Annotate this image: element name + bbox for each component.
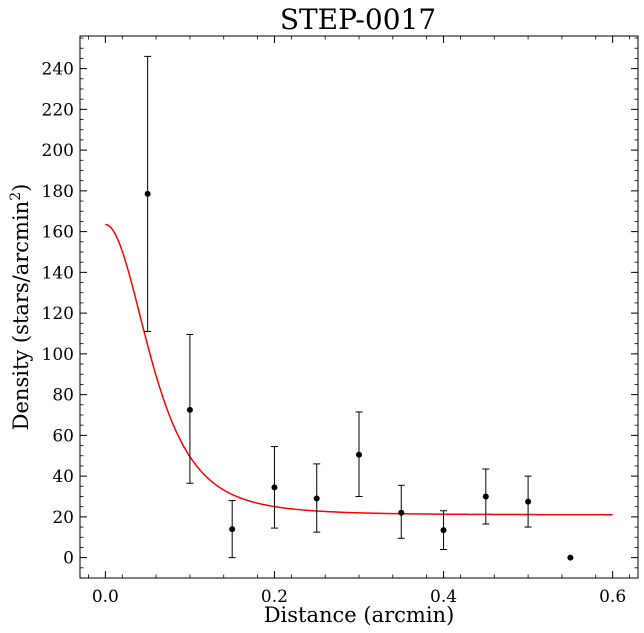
y-tick-label: 180 [42,182,74,202]
data-point [525,498,532,505]
y-tick-label: 200 [42,141,74,161]
x-ticks: 0.0 0.2 0.4 0.6 [88,36,630,607]
y-tick-label: 0 [63,549,74,569]
x-tick-label: 0.2 [261,587,288,607]
data-point [356,451,362,458]
x-tick-label: 0.4 [430,587,457,607]
y-tick-label: 60 [52,426,74,446]
x-axis-label: Distance (arcmin) [264,603,455,627]
y-tick-label: 80 [52,386,74,406]
data-point [398,509,405,516]
data-point [313,495,320,502]
y-axis-label: Density (stars/arcmin2) [8,184,33,431]
y-axis-label-end: ) [9,184,33,192]
point-layer [144,190,574,561]
y-ticks: 0 20 40 60 80 100 120 140 160 180 200 220 240 [42,37,638,569]
data-point [144,190,151,197]
data-point [567,554,574,561]
y-axis-label-superscript: 2 [8,192,24,201]
y-tick-label: 120 [42,304,74,324]
data-point [440,527,447,534]
y-tick-label: 140 [42,263,74,283]
data-point [186,406,193,413]
data-point [229,526,236,533]
errorbar-layer [144,55,532,559]
y-tick-label: 240 [42,60,74,80]
y-axis-label-main: Density (stars/arcmin [9,201,33,431]
chart-title: STEP-0017 [280,3,436,36]
data-point [482,493,489,500]
y-tick-label: 160 [42,223,74,243]
y-tick-label: 20 [52,508,74,528]
y-tick-label: 100 [42,345,74,365]
y-tick-label: 40 [52,467,74,487]
x-tick-label: 0.6 [599,587,626,607]
data-point [271,484,278,491]
y-tick-label: 220 [42,100,74,120]
x-tick-label: 0.0 [92,587,119,607]
